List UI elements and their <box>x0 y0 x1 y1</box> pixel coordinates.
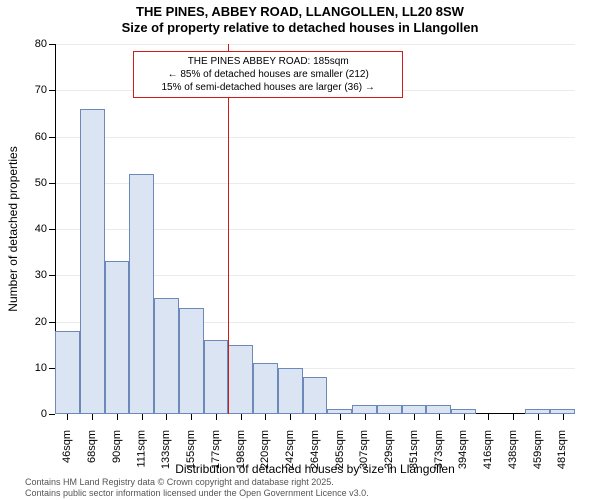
x-axis-title: Distribution of detached houses by size … <box>55 462 575 476</box>
y-tick <box>49 90 55 91</box>
x-tick <box>166 414 167 420</box>
chart-container: THE PINES, ABBEY ROAD, LLANGOLLEN, LL20 … <box>0 0 600 500</box>
footer-attribution: Contains HM Land Registry data © Crown c… <box>25 477 369 498</box>
annotation-line: 15% of semi-detached houses are larger (… <box>139 81 397 94</box>
x-tick-label: 68sqm <box>86 430 98 463</box>
title-line-2: Size of property relative to detached ho… <box>0 20 600 36</box>
x-tick <box>365 414 366 420</box>
x-tick <box>439 414 440 420</box>
x-tick <box>142 414 143 420</box>
y-axis-title: Number of detached properties <box>6 44 20 414</box>
y-tick <box>49 137 55 138</box>
x-tick <box>488 414 489 420</box>
x-tick <box>389 414 390 420</box>
histogram-bar <box>80 109 105 414</box>
histogram-bar <box>204 340 229 414</box>
y-tick <box>49 414 55 415</box>
histogram-bar <box>377 405 402 414</box>
y-tick-label: 30 <box>35 269 47 281</box>
footer-line-2: Contains public sector information licen… <box>25 488 369 498</box>
x-tick <box>265 414 266 420</box>
histogram-bar <box>303 377 328 414</box>
x-tick <box>117 414 118 420</box>
x-tick <box>538 414 539 420</box>
y-tick <box>49 183 55 184</box>
x-tick <box>67 414 68 420</box>
x-tick <box>414 414 415 420</box>
y-tick-label: 20 <box>35 316 47 328</box>
histogram-bar <box>154 298 179 414</box>
y-tick <box>49 44 55 45</box>
x-tick <box>563 414 564 420</box>
grid-line <box>55 137 575 138</box>
histogram-bar <box>402 405 427 414</box>
histogram-bar <box>55 331 80 414</box>
histogram-bar <box>228 345 253 414</box>
title-line-1: THE PINES, ABBEY ROAD, LLANGOLLEN, LL20 … <box>0 4 600 20</box>
histogram-bar <box>129 174 154 415</box>
grid-line <box>55 44 575 45</box>
y-tick-label: 80 <box>35 38 47 50</box>
y-tick <box>49 275 55 276</box>
y-tick-label: 0 <box>41 408 47 420</box>
x-tick <box>464 414 465 420</box>
y-tick-label: 10 <box>35 362 47 374</box>
x-tick-label: 46sqm <box>61 430 73 463</box>
footer-line-1: Contains HM Land Registry data © Crown c… <box>25 477 369 487</box>
histogram-bar <box>105 261 130 414</box>
x-tick-label: 90sqm <box>111 430 123 463</box>
y-tick <box>49 322 55 323</box>
y-tick <box>49 229 55 230</box>
title-block: THE PINES, ABBEY ROAD, LLANGOLLEN, LL20 … <box>0 4 600 37</box>
annotation-line: ← 85% of detached houses are smaller (21… <box>139 68 397 81</box>
x-tick <box>241 414 242 420</box>
x-tick <box>92 414 93 420</box>
y-tick-label: 60 <box>35 131 47 143</box>
annotation-line: THE PINES ABBEY ROAD: 185sqm <box>139 55 397 68</box>
x-tick <box>290 414 291 420</box>
y-tick-label: 70 <box>35 84 47 96</box>
histogram-bar <box>278 368 303 414</box>
histogram-bar <box>426 405 451 414</box>
x-tick <box>340 414 341 420</box>
y-tick-label: 50 <box>35 177 47 189</box>
histogram-bar <box>352 405 377 414</box>
x-tick <box>513 414 514 420</box>
histogram-bar <box>179 308 204 414</box>
y-tick-label: 40 <box>35 223 47 235</box>
annotation-box: THE PINES ABBEY ROAD: 185sqm← 85% of det… <box>133 51 403 98</box>
reference-line <box>228 44 229 414</box>
x-tick <box>216 414 217 420</box>
histogram-bar <box>253 363 278 414</box>
plot-area: 0102030405060708046sqm68sqm90sqm111sqm13… <box>55 44 575 414</box>
x-tick <box>191 414 192 420</box>
x-tick <box>315 414 316 420</box>
y-axis-title-text: Number of detached properties <box>6 146 20 311</box>
